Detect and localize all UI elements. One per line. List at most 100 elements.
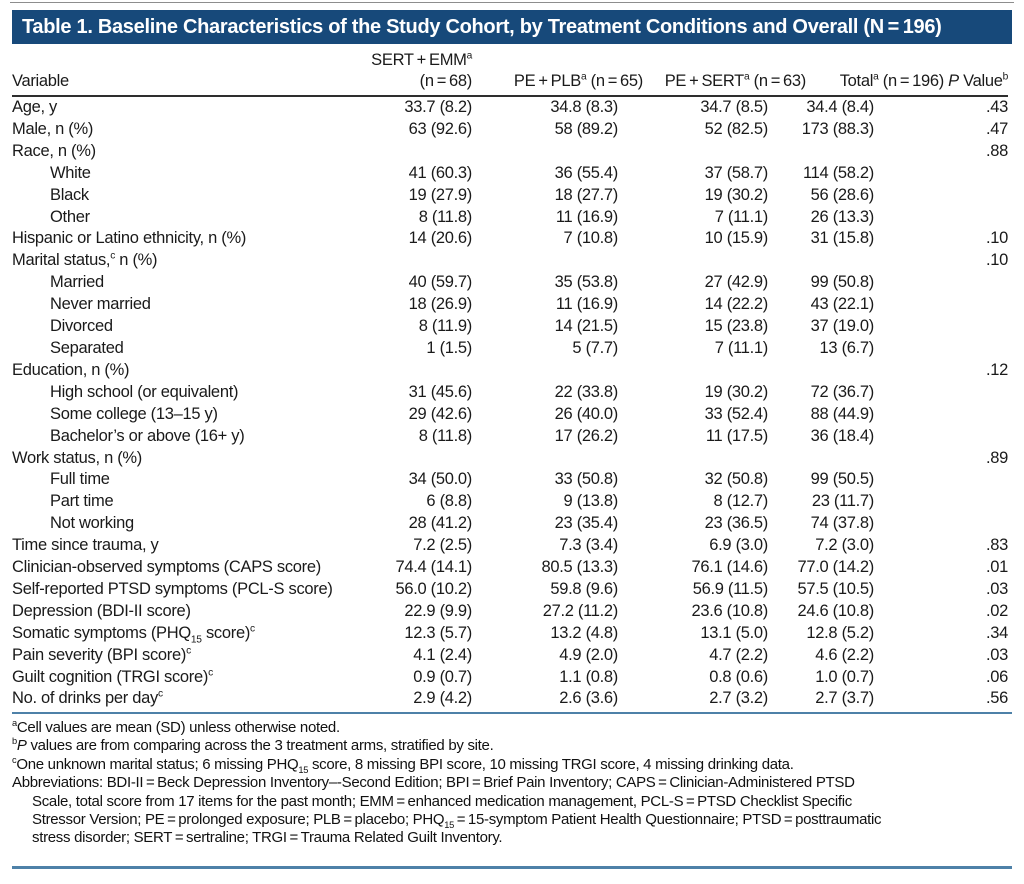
value-cell	[618, 360, 768, 382]
value-cell	[874, 338, 1008, 360]
footnote-line: cOne unknown marital status; 6 missing P…	[12, 754, 794, 775]
value-cell: 19 (27.9)	[408, 185, 473, 204]
value-cell: .03	[985, 579, 1008, 598]
column-header-pe-sert: PE + SERTa (n = 63)	[618, 50, 806, 97]
row-label: Marital status,c n (%)	[12, 250, 158, 270]
table-title: Table 1. Baseline Characteristics of the…	[22, 16, 942, 38]
value-cell: .56	[985, 689, 1008, 708]
footnote-line: bP values are from comparing across the …	[12, 736, 494, 755]
value-cell: 23 (36.5)	[704, 514, 769, 533]
value-cell: 29 (42.6)	[408, 404, 473, 423]
baseline-characteristics-table: Variable SERT + EMMa (n = 68) PE + PLBa …	[12, 50, 1008, 710]
value-cell: 14 (20.6)	[408, 229, 473, 248]
value-cell: .12	[985, 360, 1008, 379]
value-cell: 58 (89.2)	[554, 119, 619, 138]
value-cell	[874, 404, 1008, 426]
row-label: High school (or equivalent)	[50, 382, 239, 401]
row-label: Time since trauma, y	[12, 536, 159, 555]
bottom-rule	[12, 866, 1012, 869]
table-row: Pain severity (BPI score)c 4.1 (2.4) 4.9 (…	[12, 645, 1008, 667]
table-row: Education, n (%) .12	[12, 360, 1008, 382]
value-cell: 43 (22.1)	[810, 295, 875, 314]
row-label: Work status, n (%)	[12, 448, 142, 467]
value-cell: .02	[985, 601, 1008, 620]
value-cell: 4.9 (2.0)	[559, 645, 618, 664]
value-cell: 28 (41.2)	[408, 514, 473, 533]
value-cell	[874, 207, 1008, 229]
table-row: Race, n (%) .88	[12, 141, 1008, 163]
value-cell: .06	[985, 667, 1008, 686]
value-cell	[874, 294, 1008, 316]
value-cell: 7 (11.1)	[714, 338, 769, 357]
value-cell: 36 (55.4)	[554, 163, 619, 182]
value-cell: 7.2 (2.5)	[413, 536, 472, 555]
row-label: No. of drinks per dayc	[12, 688, 163, 708]
value-cell: 34.7 (8.5)	[700, 98, 768, 116]
row-label: Guilt cognition (TRGI score)c	[12, 667, 213, 686]
value-cell: .10	[985, 251, 1008, 270]
value-cell: 31 (15.8)	[810, 229, 875, 248]
value-cell	[874, 163, 1008, 185]
value-cell: 7.3 (3.4)	[559, 536, 618, 555]
value-cell: .34	[985, 623, 1008, 642]
value-cell: 80.5 (13.3)	[541, 558, 618, 577]
table-row: Not working 28 (41.2) 23 (35.4) 23 (36.5) 74…	[12, 513, 1008, 535]
value-cell: 5 (7.7)	[572, 338, 618, 357]
value-cell	[360, 250, 472, 272]
table-row: Full time 34 (50.0) 33 (50.8) 32 (50.8) 99 (…	[12, 469, 1008, 491]
table-row: Age, y 33.7 (8.2) 34.8 (8.3) 34.7 (8.5) 34.4…	[12, 96, 1008, 119]
column-header-variable: Variable	[12, 50, 360, 97]
table-row: No. of drinks per dayc 2.9 (4.2) 2.6 (3.6)…	[12, 688, 1008, 710]
value-cell: 6 (8.8)	[426, 492, 472, 511]
value-cell: .01	[985, 558, 1008, 577]
table-row: Divorced 8 (11.9) 14 (21.5) 15 (23.8) 37 (19…	[12, 316, 1008, 338]
value-cell: 74.4 (14.1)	[395, 558, 472, 577]
value-cell: 7 (11.1)	[714, 207, 769, 226]
table-row: Part time 6 (8.8) 9 (13.8) 8 (12.7) 23 (11.7…	[12, 491, 1008, 513]
table-row: Separated 1 (1.5) 5 (7.7) 7 (11.1) 13 (6.7)	[12, 338, 1008, 360]
value-cell: 4.7 (2.2)	[709, 645, 768, 664]
value-cell: 8 (11.8)	[418, 426, 473, 445]
value-cell: 33.7 (8.2)	[404, 98, 472, 116]
value-cell: 1.1 (0.8)	[559, 667, 618, 686]
row-label: Part time	[50, 492, 114, 511]
value-cell	[472, 141, 618, 163]
row-label: Separated	[50, 338, 124, 357]
value-cell: 59.8 (9.6)	[550, 579, 618, 598]
value-cell: 173 (88.3)	[801, 119, 875, 138]
value-cell: 31 (45.6)	[408, 382, 473, 401]
value-cell	[360, 360, 472, 382]
value-cell: .10	[985, 229, 1008, 248]
table-row: Marital status,c n (%) .10	[12, 250, 1008, 272]
value-cell: 9 (13.8)	[563, 492, 619, 511]
table-row: Black 19 (27.9) 18 (27.7) 19 (30.2) 56 (28.6…	[12, 185, 1008, 207]
footnote-line: Stressor Version; PE = prolonged exposur…	[32, 811, 882, 831]
value-cell: 99 (50.8)	[810, 273, 875, 292]
row-label: Education, n (%)	[12, 360, 130, 379]
value-cell: 32 (50.8)	[704, 470, 769, 489]
value-cell	[874, 272, 1008, 294]
value-cell: 24.6 (10.8)	[797, 601, 874, 620]
value-cell: 27 (42.9)	[704, 273, 769, 292]
value-cell: 1 (1.5)	[426, 338, 472, 357]
value-cell: 11 (16.9)	[555, 207, 618, 226]
value-cell: 18 (27.7)	[554, 185, 619, 204]
table-row: Some college (13–15 y) 29 (42.6) 26 (40.0)…	[12, 404, 1008, 426]
value-cell	[472, 360, 618, 382]
value-cell: 63 (92.6)	[408, 119, 473, 138]
row-label: Age, y	[12, 98, 57, 116]
value-cell: 7.2 (3.0)	[815, 536, 874, 555]
value-cell: 26 (13.3)	[810, 207, 875, 226]
value-cell: 41 (60.3)	[408, 163, 473, 182]
value-cell: 57.5 (10.5)	[797, 579, 874, 598]
value-cell: 2.7 (3.2)	[709, 689, 768, 708]
value-cell: .89	[985, 448, 1008, 467]
value-cell: 6.9 (3.0)	[709, 536, 768, 555]
row-label: White	[50, 163, 91, 182]
row-label: Depression (BDI-II score)	[12, 601, 191, 620]
value-cell: 76.1 (14.6)	[691, 558, 768, 577]
footnote-line: aCell values are mean (SD) unless otherw…	[12, 718, 340, 736]
table-body: Age, y 33.7 (8.2) 34.8 (8.3) 34.7 (8.5) 34.4…	[12, 96, 1008, 710]
table-header: Variable SERT + EMMa (n = 68) PE + PLBa …	[12, 50, 1008, 97]
